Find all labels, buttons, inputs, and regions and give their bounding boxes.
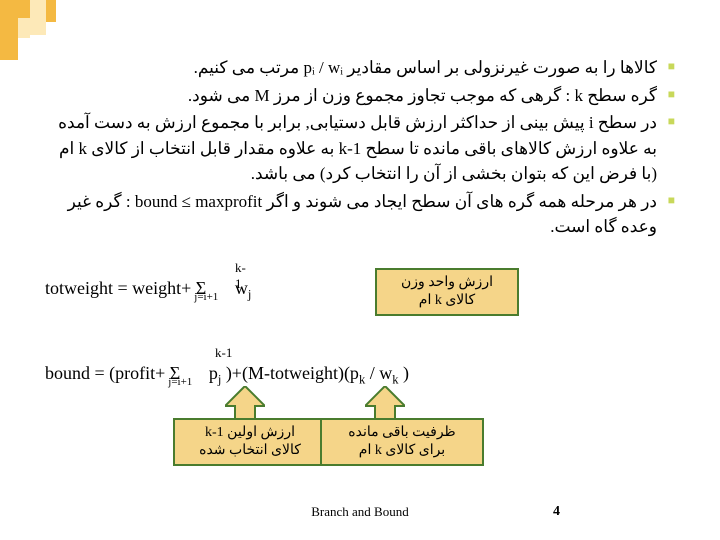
page-number: 4 [553,504,560,520]
footer-text: Branch and Bound [0,504,720,520]
bullet-item: گره سطح k : گرهی که موجب تجاوز مجموع وزن… [45,83,675,109]
bullet-item: کالاها را به صورت غیرنزولی بر اساس مقادی… [45,55,675,81]
callout-line: ظرفیت باقی مانده [332,424,472,442]
sigma-lower-2: j=i+1 [168,376,192,388]
k-sub-2: k [392,372,398,386]
slide-content: کالاها را به صورت غیرنزولی بر اساس مقادی… [0,0,720,478]
sigma-upper: k-1 [235,260,251,292]
sigma-upper-2: k-1 [215,345,232,361]
arrow-up-icon [225,386,265,421]
callout-unit-value: ارزش واحد وزن کالای k ام [375,268,519,316]
callout-line: کالای k ام [387,292,507,310]
callout-remaining-capacity: ظرفیت باقی مانده برای کالای k ام [320,418,484,466]
callout-line: کالای انتخاب شده [185,442,315,460]
p-term: p [209,363,218,383]
p-sub: j [218,372,222,386]
bullet-item: در هر مرحله همه گره های آن سطح ایجاد می … [45,189,675,240]
formula-bound: k-1 bound = (profit+ Σj=i+1 pj )+(M-totw… [45,363,409,388]
totweight-text: totweight = weight [45,278,181,298]
callout-first-k1: ارزش اولین k-1 کالای انتخاب شده [173,418,327,466]
bound-left: bound = (profit+ [45,363,165,383]
bullet-list: کالاها را به صورت غیرنزولی بر اساس مقادی… [45,55,675,240]
sigma-lower: j=i+1 [194,291,218,303]
bound-end: ) [403,363,409,383]
bullet-item: در سطح i پیش بینی از حداکثر ارزش قابل دس… [45,110,675,187]
formula-area: k-1 totweight = weight+ Σj=i+1 wj ارزش و… [45,258,675,478]
callout-line: ارزش اولین k-1 [185,424,315,442]
formula-totweight: k-1 totweight = weight+ Σj=i+1 wj [45,278,251,303]
callout-line: ارزش واحد وزن [387,274,507,292]
bound-div: / w [370,363,393,383]
k-sub: k [359,372,365,386]
arrow-up-icon [365,386,405,421]
bound-mid: )+(M-totweight)(p [226,363,359,383]
callout-line: برای کالای k ام [332,442,472,460]
